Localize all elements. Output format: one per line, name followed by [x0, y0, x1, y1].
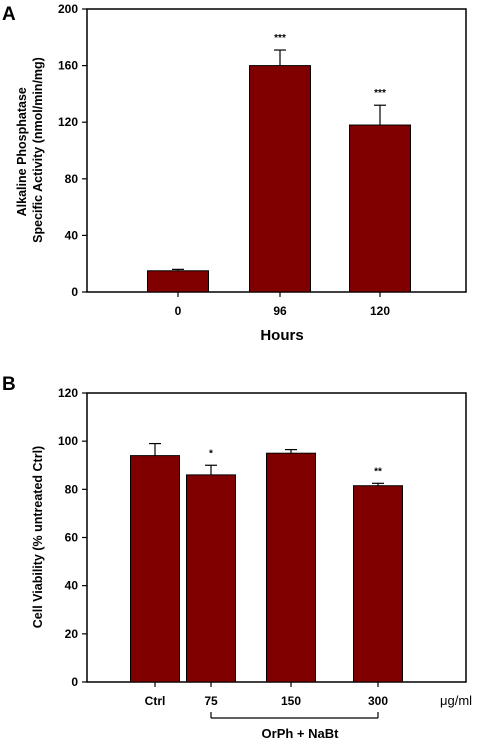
panel-b-ytick-label: 80: [65, 482, 79, 496]
panel-b-letter: B: [2, 374, 16, 395]
panel-a-xtick-label: 0: [175, 304, 182, 318]
panel-b-ytick-label: 60: [65, 531, 79, 545]
panel-b-ytick-label: 0: [71, 675, 78, 689]
panel-b-group-bracket: [210, 712, 379, 719]
panel-b-xtick-label: Ctrl: [145, 694, 166, 708]
panel-a-ylabel-line1: Alkaline Phosphatase: [15, 87, 29, 216]
panel-a-xtick-label: 96: [273, 304, 287, 318]
panel-b-bar: [266, 452, 316, 683]
panel-a-significance: ***: [374, 88, 386, 99]
panel-a-ytick-label: 200: [58, 2, 78, 16]
panel-a-bar: [249, 65, 311, 293]
panel-a-ytick-label: 160: [58, 59, 78, 73]
panel-a-letter: A: [2, 4, 16, 25]
panel-b-ytick-label: 120: [58, 386, 78, 400]
panel-b-ylabel: Cell Viability (% untreated Ctrl): [31, 446, 45, 628]
panel-b-bar: [353, 485, 403, 683]
panel-a-significance: ***: [274, 33, 286, 44]
panel-a-ylabel-line2: Specific Activity (nmol/min/mg): [31, 57, 45, 243]
panel-b-group-label: OrPh + NaBt: [262, 726, 340, 741]
panel-b-ytick-label: 20: [65, 627, 79, 641]
panel-b-plot: 0 20 40 60 80 100 120 Ctrl * 75 150 ** 300: [58, 386, 467, 708]
panel-b-ytick-label: 100: [58, 434, 78, 448]
panel-b-ytick-label: 40: [65, 579, 79, 593]
panel-b-xtick-label: 150: [281, 694, 301, 708]
panel-a-bar: [349, 124, 411, 293]
panel-a-xlabel: Hours: [260, 327, 303, 344]
panel-b-bar: [186, 474, 236, 683]
panel-a-bar: [147, 270, 209, 293]
panel-b-xtick-label: 300: [368, 694, 388, 708]
panel-a-xtick-label: 120: [370, 304, 390, 318]
panel-b-bar: [130, 455, 180, 683]
panel-a-ytick-label: 80: [65, 172, 79, 186]
panel-a-ytick-label: 0: [71, 285, 78, 299]
panel-a-ylabel: Alkaline Phosphatase Specific Activity (…: [15, 57, 45, 243]
panel-b-xtick-label: 75: [204, 694, 218, 708]
panel-a-ytick-label: 120: [58, 115, 78, 129]
panel-a-plot: 0 40 80 120 160 200 0 *** 96 *** 120: [58, 2, 467, 318]
panel-b-significance: **: [374, 466, 382, 477]
panel-b-unit-label: μg/ml: [440, 693, 472, 708]
panel-a-ytick-label: 40: [65, 228, 79, 242]
panel-b-significance: *: [209, 448, 213, 459]
